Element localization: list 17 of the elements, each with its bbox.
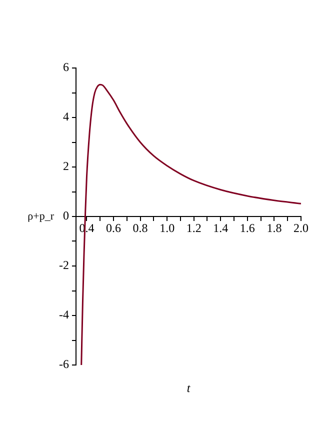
y-axis-title: ρ+p_r <box>28 210 54 222</box>
x-tick-label: 1.0 <box>160 220 175 235</box>
x-tick-label: 1.2 <box>186 220 202 235</box>
y-tick-label: -6 <box>58 357 69 372</box>
x-axis-title: t <box>186 381 191 396</box>
x-tick-label: 1.8 <box>266 220 282 235</box>
x-tick-label: 0.8 <box>132 220 148 235</box>
x-tick-label: 2.0 <box>294 220 308 235</box>
y-tick-label: 2 <box>62 159 69 174</box>
x-tick-label: 1.6 <box>240 220 255 235</box>
x-tick-label: 1.4 <box>213 220 228 235</box>
y-tick-label: -4 <box>58 308 69 322</box>
y-tick-label: 6 <box>62 60 69 74</box>
y-tick-label: 0 <box>62 208 69 223</box>
x-tick-label: 0.6 <box>106 220 121 235</box>
y-tick-label: 4 <box>62 110 69 124</box>
y-tick-label: -2 <box>58 258 69 272</box>
